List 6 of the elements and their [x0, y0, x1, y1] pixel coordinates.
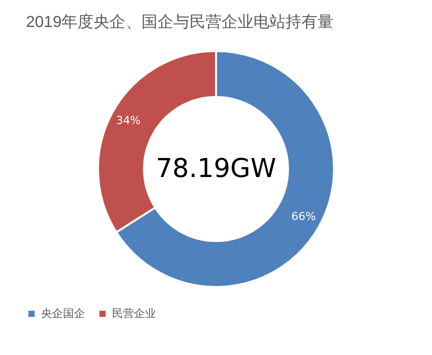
data-label: 34% [116, 114, 141, 127]
legend-label: 民营企业 [112, 306, 156, 320]
chart-title: 2019年度央企、国企与民营企业电站持有量 [26, 13, 334, 31]
text: 78.19GW [156, 154, 276, 184]
legend-label: 央企国企 [41, 306, 85, 320]
data-label: 66% [291, 210, 316, 224]
